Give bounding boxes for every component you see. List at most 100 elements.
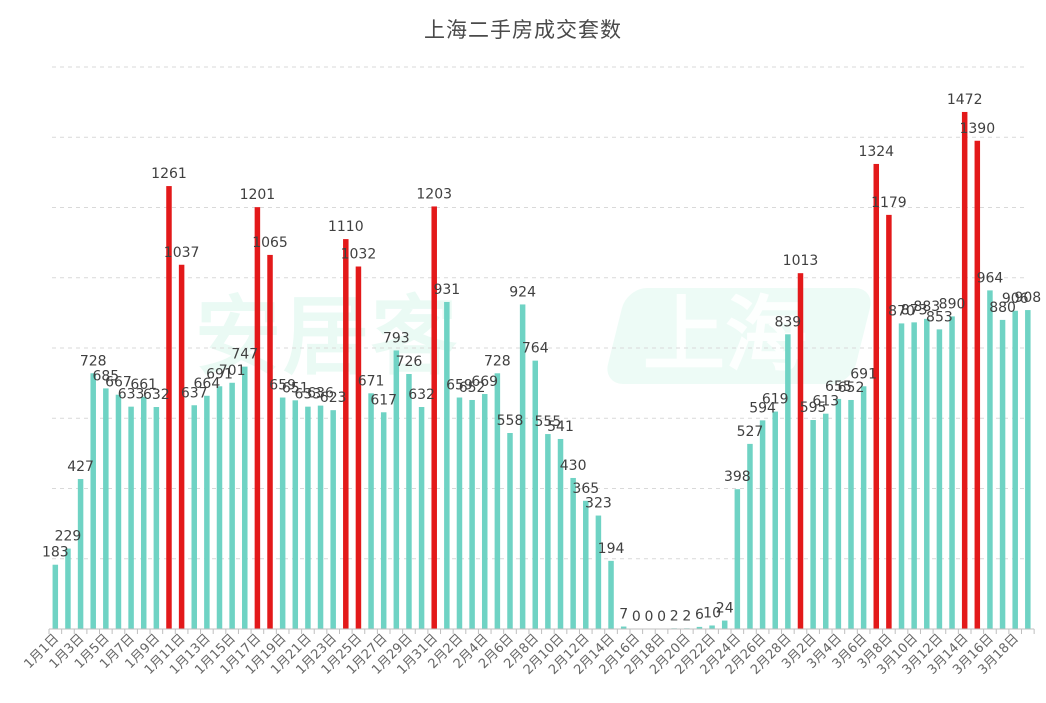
watermark-left-text: 安居客 — [195, 287, 459, 387]
data-label: 839 — [774, 314, 801, 330]
bar — [797, 273, 804, 629]
bar — [747, 443, 753, 629]
data-label: 0 — [632, 609, 641, 625]
bar — [873, 163, 880, 629]
bar — [785, 334, 791, 629]
bar — [583, 500, 589, 629]
bar — [254, 207, 261, 629]
data-label: 652 — [459, 380, 486, 396]
data-label: 613 — [812, 394, 839, 410]
data-label: 873 — [901, 302, 928, 318]
bar — [608, 560, 614, 629]
data-label: 924 — [509, 284, 536, 300]
data-label: 728 — [80, 353, 107, 369]
data-label: 880 — [989, 300, 1016, 316]
data-label: 1472 — [947, 92, 983, 108]
bar — [178, 264, 185, 629]
data-label: 632 — [143, 387, 170, 403]
data-label: 427 — [67, 459, 94, 475]
bar — [835, 398, 842, 629]
bar — [115, 394, 122, 629]
data-label: 323 — [585, 496, 612, 512]
data-label: 1261 — [151, 166, 187, 182]
data-label: 0 — [644, 609, 653, 625]
data-label: 1201 — [240, 187, 276, 203]
bar — [229, 382, 235, 629]
data-label: 183 — [42, 545, 69, 561]
bar — [709, 625, 715, 629]
data-label: 637 — [181, 385, 208, 401]
bar — [961, 111, 968, 629]
bar — [822, 413, 829, 629]
bar — [140, 396, 147, 629]
data-label: 6 — [695, 607, 704, 623]
bar — [406, 373, 412, 629]
data-label: 1324 — [858, 144, 894, 160]
data-label: 701 — [219, 363, 246, 379]
bar — [368, 393, 374, 629]
bar — [696, 626, 703, 629]
bar — [1025, 310, 1031, 629]
data-label: 7 — [619, 607, 628, 623]
data-label: 1179 — [871, 195, 907, 211]
bar — [418, 407, 425, 629]
data-label: 1013 — [783, 253, 819, 269]
bar — [166, 186, 172, 630]
bar-series — [52, 111, 1031, 630]
data-label: 10 — [703, 605, 721, 621]
bar — [317, 405, 324, 629]
data-label: 1032 — [341, 247, 377, 263]
data-label: 906 — [1002, 291, 1029, 307]
bar — [444, 301, 450, 629]
bar — [570, 477, 576, 629]
grid-lines — [52, 66, 1027, 560]
data-label: 541 — [547, 419, 574, 435]
bar — [52, 564, 59, 629]
data-label: 853 — [926, 309, 953, 325]
data-label: 1110 — [328, 219, 364, 235]
bar — [620, 626, 627, 629]
bar — [103, 388, 109, 629]
bar — [279, 397, 286, 629]
bar — [65, 548, 71, 629]
data-label: 0 — [657, 609, 666, 625]
data-label: 398 — [724, 469, 751, 485]
data-label: 594 — [749, 400, 776, 416]
data-label: 619 — [762, 392, 789, 408]
data-label: 1037 — [164, 245, 200, 261]
data-label: 964 — [977, 270, 1004, 286]
bar — [987, 290, 993, 629]
bar — [772, 411, 778, 629]
bar — [595, 515, 602, 629]
bar — [481, 394, 488, 629]
data-label: 229 — [55, 529, 82, 545]
data-label: 691 — [206, 366, 233, 382]
data-label: 623 — [320, 390, 347, 406]
bar — [431, 206, 437, 630]
data-label: 659 — [446, 378, 473, 394]
data-label: 671 — [358, 373, 385, 389]
bar — [191, 405, 197, 629]
bar — [810, 420, 816, 629]
bar — [734, 489, 741, 629]
data-label: 664 — [194, 376, 221, 392]
bar — [153, 407, 160, 629]
bar — [292, 400, 299, 629]
data-label: 527 — [737, 424, 764, 440]
data-label: 632 — [408, 387, 435, 403]
x-axis-ticks — [48, 629, 1035, 634]
data-label: 661 — [130, 377, 157, 393]
bar — [469, 399, 475, 629]
data-label: 669 — [471, 374, 498, 390]
bar — [330, 410, 336, 629]
data-label: 691 — [850, 366, 877, 382]
bar — [216, 386, 223, 629]
bar — [128, 406, 134, 629]
bar — [90, 373, 96, 629]
data-label: 633 — [295, 387, 322, 403]
data-label: 726 — [396, 354, 423, 370]
data-label: 890 — [939, 296, 966, 312]
bar — [532, 360, 539, 629]
data-label: 659 — [269, 378, 296, 394]
data-label: 931 — [433, 282, 460, 298]
